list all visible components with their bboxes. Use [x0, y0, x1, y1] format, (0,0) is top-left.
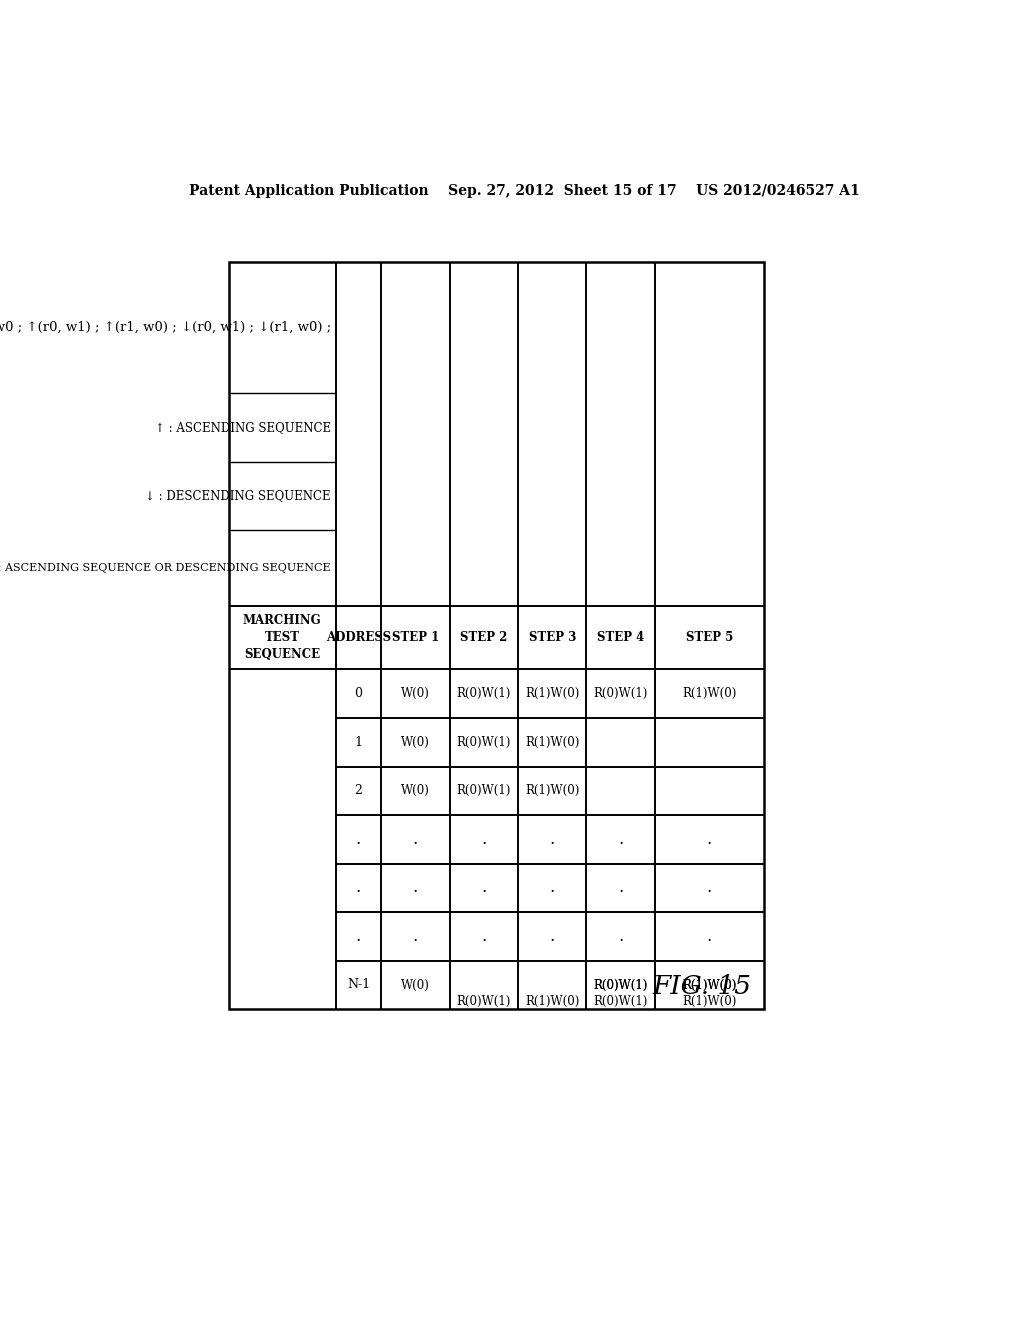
Bar [228, 263, 764, 1010]
Text: ↑ ↓ : ASCENDING SEQUENCE OR DESCENDING SEQUENCE: ↑ ↓ : ASCENDING SEQUENCE OR DESCENDING S… [0, 564, 331, 573]
Text: W(0): W(0) [401, 735, 430, 748]
Text: FIG. 15: FIG. 15 [652, 974, 751, 999]
Text: R(1)W(0): R(1)W(0) [682, 978, 736, 991]
Text: .: . [618, 928, 624, 945]
Text: R(1)W(0): R(1)W(0) [525, 688, 580, 700]
Text: R(1)W(0): R(1)W(0) [525, 784, 580, 797]
Text: 1: 1 [354, 735, 362, 748]
Text: R(0)W(1): R(0)W(1) [594, 978, 648, 991]
Text: .: . [481, 830, 486, 847]
Text: W(0): W(0) [401, 784, 430, 797]
Text: R(0)W(1): R(0)W(1) [457, 784, 511, 797]
Text: STEP 5: STEP 5 [686, 631, 733, 644]
Text: .: . [481, 928, 486, 945]
Text: MARCHING
TEST
SEQUENCE: MARCHING TEST SEQUENCE [243, 614, 322, 661]
Text: R(0)W(1): R(0)W(1) [457, 688, 511, 700]
Text: .: . [355, 830, 361, 847]
Text: ↑ ↓ w0 ; ↑(r0, w1) ; ↑(r1, w0) ; ↓(r0, w1) ; ↓(r1, w0) ;: ↑ ↓ w0 ; ↑(r0, w1) ; ↑(r1, w0) ; ↓(r0, w… [0, 321, 331, 334]
Text: .: . [707, 830, 712, 847]
Text: ↓ : DESCENDING SEQUENCE: ↓ : DESCENDING SEQUENCE [145, 490, 331, 503]
Text: R(1)W(0): R(1)W(0) [525, 995, 580, 1007]
Text: R(1)W(0): R(1)W(0) [682, 688, 736, 700]
Text: .: . [618, 830, 624, 847]
Text: .: . [355, 928, 361, 945]
Text: .: . [618, 879, 624, 896]
Text: ↑ : ASCENDING SEQUENCE: ↑ : ASCENDING SEQUENCE [155, 421, 331, 434]
Text: STEP 1: STEP 1 [392, 631, 439, 644]
Text: 0: 0 [354, 688, 362, 700]
Text: N-1: N-1 [347, 978, 370, 991]
Text: STEP 3: STEP 3 [528, 631, 575, 644]
Text: .: . [550, 879, 555, 896]
Text: R(0)W(1): R(0)W(1) [594, 978, 648, 991]
Text: R(0)W(1): R(0)W(1) [594, 995, 648, 1007]
Text: .: . [413, 830, 418, 847]
Text: R(1)W(0): R(1)W(0) [682, 995, 736, 1007]
Text: .: . [355, 879, 361, 896]
Text: STEP 4: STEP 4 [597, 631, 644, 644]
Text: W(0): W(0) [401, 688, 430, 700]
Text: .: . [413, 928, 418, 945]
Text: STEP 2: STEP 2 [460, 631, 508, 644]
Text: R(1)W(0): R(1)W(0) [682, 978, 736, 991]
Text: Patent Application Publication    Sep. 27, 2012  Sheet 15 of 17    US 2012/02465: Patent Application Publication Sep. 27, … [189, 183, 860, 198]
Text: R(0)W(1): R(0)W(1) [594, 688, 648, 700]
Text: R(1)W(0): R(1)W(0) [525, 735, 580, 748]
Text: .: . [550, 928, 555, 945]
Text: .: . [707, 879, 712, 896]
Text: .: . [413, 879, 418, 896]
Text: .: . [481, 879, 486, 896]
Text: ADDRESS: ADDRESS [326, 631, 391, 644]
Text: R(0)W(1): R(0)W(1) [457, 995, 511, 1007]
Text: 2: 2 [354, 784, 362, 797]
Text: R(0)W(1): R(0)W(1) [457, 735, 511, 748]
Text: W(0): W(0) [401, 978, 430, 991]
Text: .: . [707, 928, 712, 945]
Text: .: . [550, 830, 555, 847]
